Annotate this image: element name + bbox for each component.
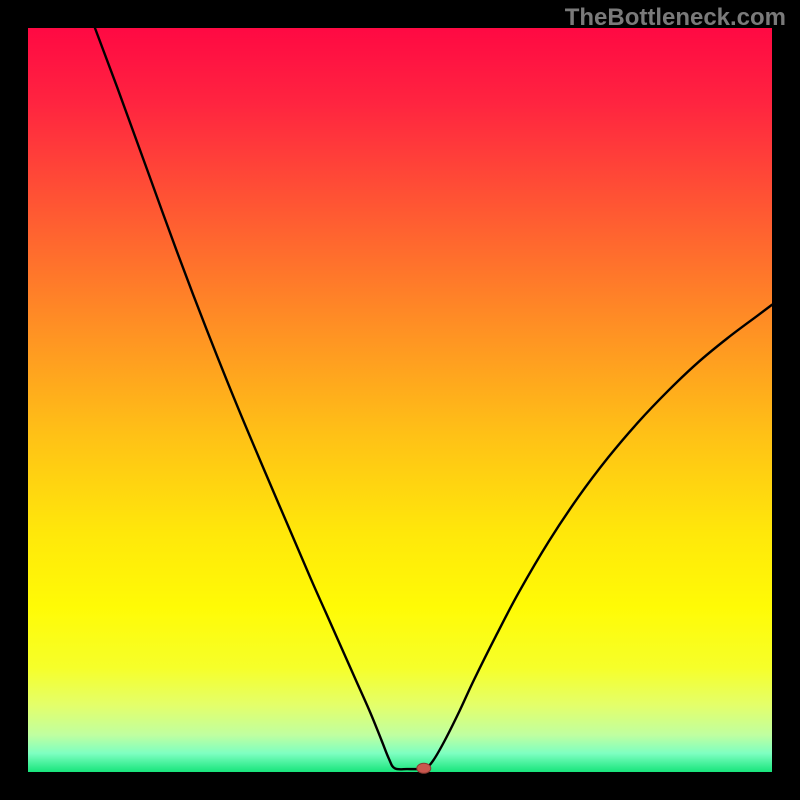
plot-area xyxy=(28,28,772,772)
bottleneck-curve xyxy=(28,28,772,772)
minimum-marker xyxy=(417,763,431,773)
curve-path xyxy=(95,28,772,769)
chart-frame: TheBottleneck.com xyxy=(0,0,800,800)
watermark-text: TheBottleneck.com xyxy=(565,4,786,32)
